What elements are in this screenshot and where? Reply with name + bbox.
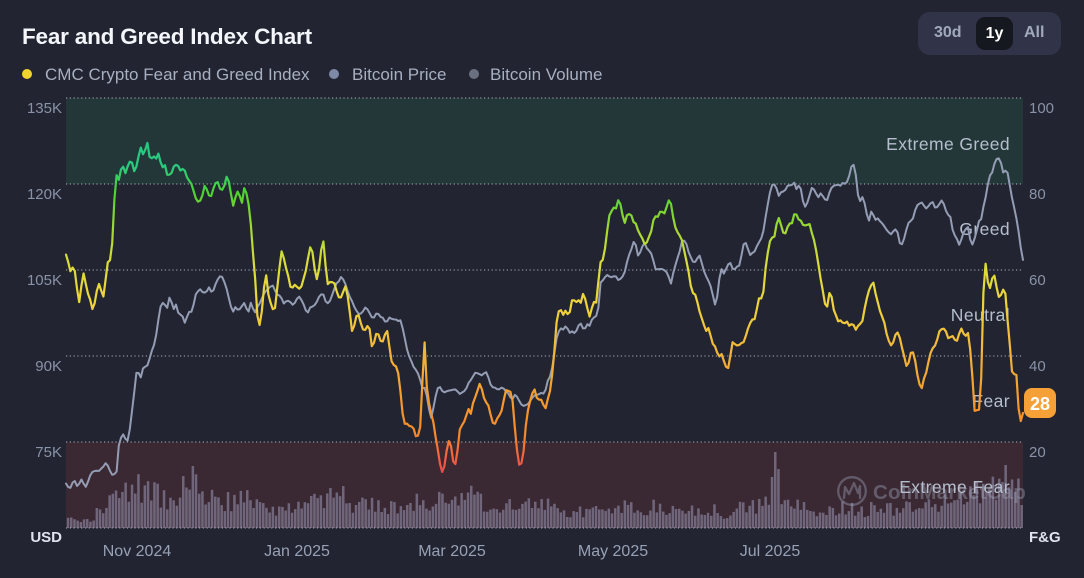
svg-text:Neutral: Neutral <box>951 305 1010 325</box>
svg-text:100: 100 <box>1029 100 1054 117</box>
svg-text:20: 20 <box>1029 444 1046 461</box>
svg-text:Jan 2025: Jan 2025 <box>264 543 330 560</box>
svg-text:USD: USD <box>30 529 62 546</box>
svg-text:75K: 75K <box>35 444 62 461</box>
svg-text:105K: 105K <box>27 272 62 289</box>
svg-text:120K: 120K <box>27 186 62 203</box>
svg-text:40: 40 <box>1029 358 1046 375</box>
svg-text:90K: 90K <box>35 358 62 375</box>
svg-text:Mar 2025: Mar 2025 <box>418 543 486 560</box>
svg-text:80: 80 <box>1029 186 1046 203</box>
svg-text:60: 60 <box>1029 272 1046 289</box>
svg-text:135K: 135K <box>27 100 62 117</box>
svg-text:28: 28 <box>1030 394 1050 414</box>
svg-text:Extreme Fear: Extreme Fear <box>899 477 1010 497</box>
svg-text:Jul 2025: Jul 2025 <box>740 543 801 560</box>
svg-text:Fear: Fear <box>972 391 1010 411</box>
svg-text:May 2025: May 2025 <box>578 543 648 560</box>
svg-text:Extreme Greed: Extreme Greed <box>886 134 1010 154</box>
svg-text:CoinMarketCap: CoinMarketCap <box>873 481 1026 504</box>
svg-text:Greed: Greed <box>959 219 1010 239</box>
svg-text:Nov 2024: Nov 2024 <box>103 543 172 560</box>
svg-text:F&G: F&G <box>1029 529 1061 546</box>
